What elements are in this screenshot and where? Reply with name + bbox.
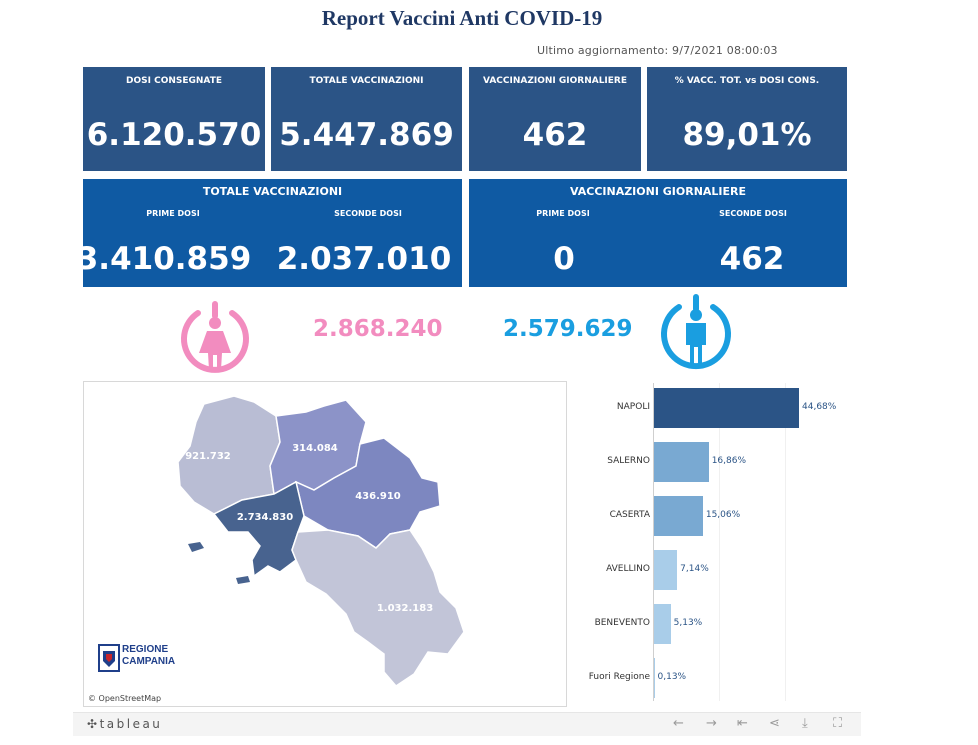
grid-line [719, 383, 720, 701]
kpi-label: % VACC. TOT. vs DOSI CONS. [674, 76, 820, 86]
seconde-dosi-label: SECONDE DOSI [334, 209, 402, 218]
share-icon[interactable]: ⋖ [769, 716, 780, 731]
fullscreen-icon[interactable]: ⛶ [833, 716, 843, 731]
bar-fuori-regione[interactable] [654, 658, 655, 698]
prime-dosi-value: 3.410.859 [76, 241, 252, 277]
bar-napoli[interactable] [654, 388, 799, 428]
last-updated: Ultimo aggiornamento: 9/7/2021 08:00:03 [537, 44, 778, 57]
map-region-napoli[interactable] [212, 480, 305, 578]
map-label-napoli: 2.734.830 [237, 512, 293, 523]
kpi-label: VACCINAZIONI GIORNALIERE [482, 76, 628, 86]
map-label-avellino: 436.910 [355, 491, 401, 502]
download-icon[interactable]: ⤓ [802, 716, 808, 731]
bar-axis [653, 383, 654, 701]
map-label-benevento: 314.084 [292, 443, 338, 454]
bar-category-label: CASERTA [609, 510, 650, 520]
revert-icon[interactable]: ⇤ [737, 716, 748, 731]
bar-category-label: AVELLINO [606, 564, 650, 574]
bar-avellino[interactable] [654, 550, 678, 590]
logo-line1: REGIONE [122, 644, 169, 655]
seconde-dosi-value: 2.037.010 [276, 241, 452, 277]
bar-category-label: Fuori Regione [588, 672, 650, 682]
map-label-salerno: 1.032.183 [377, 603, 433, 614]
kpi-value: 6.120.570 [86, 117, 262, 153]
kpi-dosi-consegnate: DOSI CONSEGNATE 6.120.570 [83, 67, 265, 171]
province-map[interactable]: 921.732 314.084 436.910 2.734.830 1.032.… [83, 381, 567, 707]
prime-dosi-value: 0 [553, 241, 575, 277]
bar-category-label: NAPOLI [616, 402, 650, 412]
undo-icon[interactable]: ← [673, 716, 684, 731]
regione-campania-logo: REGIONE CAMPANIA [98, 642, 208, 674]
panel-title: TOTALE VACCINAZIONI [202, 185, 343, 198]
tableau-brand: tableau [99, 717, 163, 731]
bar-caserta[interactable] [654, 496, 703, 536]
bar-value-label: 15,06% [705, 510, 741, 520]
male-icon [661, 294, 731, 370]
panel-totale-vaccinazioni: TOTALE VACCINAZIONI PRIME DOSI SECONDE D… [77, 179, 462, 287]
bar-value-label: 16,86% [711, 456, 747, 466]
kpi-value: 89,01% [682, 117, 812, 153]
prime-dosi-label: PRIME DOSI [536, 209, 590, 218]
kpi-value: 5.447.869 [279, 117, 454, 153]
kpi-vaccinazioni-giornaliere: VACCINAZIONI GIORNALIERE 462 [469, 67, 641, 171]
logo-line2: CAMPANIA [122, 656, 176, 667]
seconde-dosi-label: SECONDE DOSI [719, 209, 787, 218]
panel-vaccinazioni-giornaliere: VACCINAZIONI GIORNALIERE PRIME DOSI SECO… [469, 179, 847, 287]
map-attribution[interactable]: © OpenStreetMap [88, 694, 162, 703]
female-count: 2.868.240 [313, 316, 443, 342]
seconde-dosi-value: 462 [719, 241, 785, 277]
bar-benevento[interactable] [654, 604, 671, 644]
bar-value-label: 7,14% [680, 564, 709, 574]
map-region-salerno[interactable] [291, 529, 465, 687]
page-title: Report Vaccini Anti COVID-19 [321, 6, 603, 30]
kpi-totale-vaccinazioni: TOTALE VACCINAZIONI 5.447.869 [271, 67, 462, 171]
female-icon [181, 301, 249, 373]
prime-dosi-label: PRIME DOSI [146, 209, 200, 218]
redo-icon[interactable]: → [706, 716, 717, 731]
bar-salerno[interactable] [654, 442, 709, 482]
bar-value-label: 5,13% [673, 618, 703, 628]
kpi-percentuale: % VACC. TOT. vs DOSI CONS. 89,01% [647, 67, 847, 171]
map-island-capri [236, 576, 250, 584]
kpi-label: TOTALE VACCINAZIONI [309, 76, 424, 86]
bar-value-label: 0,13% [657, 672, 687, 682]
kpi-label: DOSI CONSEGNATE [126, 76, 222, 86]
panel-title: VACCINAZIONI GIORNALIERE [569, 185, 747, 198]
bar-category-label: BENEVENTO [594, 618, 650, 628]
tableau-mark-icon: ✣ [87, 717, 100, 731]
male-count: 2.579.629 [503, 316, 633, 342]
grid-line [785, 383, 786, 701]
map-label-caserta: 921.732 [185, 451, 231, 462]
tableau-toolbar: ✣tableau ← → ⇤ ⋖ ⤓ ⛶ [73, 712, 861, 736]
bar-value-label: 44,68% [802, 402, 837, 412]
map-island-ischia [188, 542, 204, 552]
bar-category-label: SALERNO [607, 456, 650, 466]
tableau-logo[interactable]: ✣tableau [87, 717, 162, 731]
kpi-value: 462 [522, 117, 588, 153]
